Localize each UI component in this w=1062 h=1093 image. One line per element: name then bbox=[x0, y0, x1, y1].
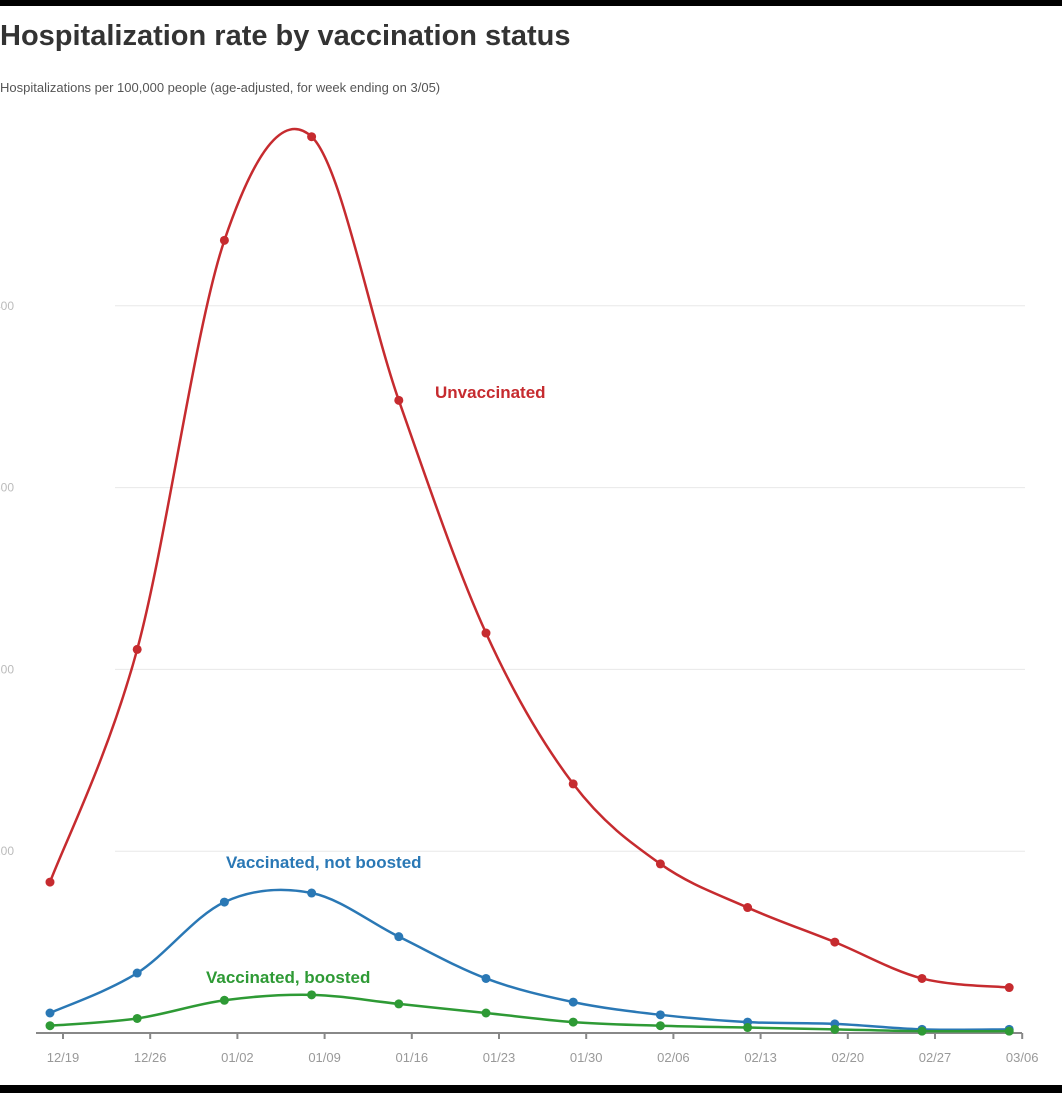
data-point bbox=[132, 968, 142, 978]
series-label: Vaccinated, not boosted bbox=[226, 853, 422, 872]
data-point bbox=[307, 990, 317, 1000]
x-tick-label: 01/23 bbox=[483, 1050, 516, 1065]
x-tick-label: 01/09 bbox=[308, 1050, 341, 1065]
data-point bbox=[481, 973, 491, 983]
data-point bbox=[655, 859, 665, 869]
x-tick-label: 03/06 bbox=[1006, 1050, 1039, 1065]
data-point bbox=[568, 997, 578, 1007]
data-point bbox=[45, 877, 55, 887]
series-line-2 bbox=[49, 993, 1010, 1033]
data-point bbox=[45, 1021, 55, 1031]
data-point bbox=[743, 1023, 753, 1033]
data-point bbox=[394, 999, 404, 1009]
data-point bbox=[307, 132, 317, 142]
x-tick-label: 01/16 bbox=[396, 1050, 429, 1065]
data-point bbox=[394, 395, 404, 405]
data-point bbox=[219, 897, 229, 907]
series-line-1 bbox=[49, 888, 1010, 1032]
x-tick-label: 01/02 bbox=[221, 1050, 254, 1065]
data-point bbox=[1004, 1026, 1014, 1036]
data-point bbox=[132, 1013, 142, 1023]
data-point bbox=[917, 973, 927, 983]
x-tick-label: 02/06 bbox=[657, 1050, 690, 1065]
data-point bbox=[568, 779, 578, 789]
data-point bbox=[481, 628, 491, 638]
data-point bbox=[45, 1008, 55, 1018]
x-tick-label: 02/20 bbox=[832, 1050, 865, 1065]
y-tick-label: 300 bbox=[0, 481, 14, 495]
data-point bbox=[132, 644, 142, 654]
series-line-0 bbox=[48, 127, 1010, 989]
data-point bbox=[1004, 983, 1014, 993]
y-tick-label: 400 bbox=[0, 299, 14, 313]
chart-title: Hospitalization rate by vaccination stat… bbox=[0, 20, 571, 52]
data-point bbox=[830, 937, 840, 947]
y-tick-label: 100 bbox=[0, 844, 14, 858]
chart-subtitle: Hospitalizations per 100,000 people (age… bbox=[0, 80, 441, 95]
data-point bbox=[219, 235, 229, 245]
data-point bbox=[917, 1026, 927, 1036]
x-tick-label: 01/30 bbox=[570, 1050, 603, 1065]
data-point bbox=[655, 1021, 665, 1031]
data-point bbox=[307, 888, 317, 898]
x-tick-label: 12/19 bbox=[47, 1050, 80, 1065]
data-point bbox=[830, 1024, 840, 1034]
x-tick-label: 02/27 bbox=[919, 1050, 952, 1065]
series-label: Unvaccinated bbox=[435, 383, 546, 402]
y-tick-label: 200 bbox=[0, 662, 14, 676]
x-tick-label: 02/13 bbox=[744, 1050, 777, 1065]
data-point bbox=[655, 1010, 665, 1020]
data-point bbox=[481, 1008, 491, 1018]
data-point bbox=[219, 995, 229, 1005]
chart-card bbox=[0, 6, 1062, 1085]
data-point bbox=[394, 932, 404, 942]
series-label: Vaccinated, boosted bbox=[206, 968, 370, 987]
data-point bbox=[568, 1017, 578, 1027]
x-tick-label: 12/26 bbox=[134, 1050, 167, 1065]
data-point bbox=[743, 903, 753, 913]
